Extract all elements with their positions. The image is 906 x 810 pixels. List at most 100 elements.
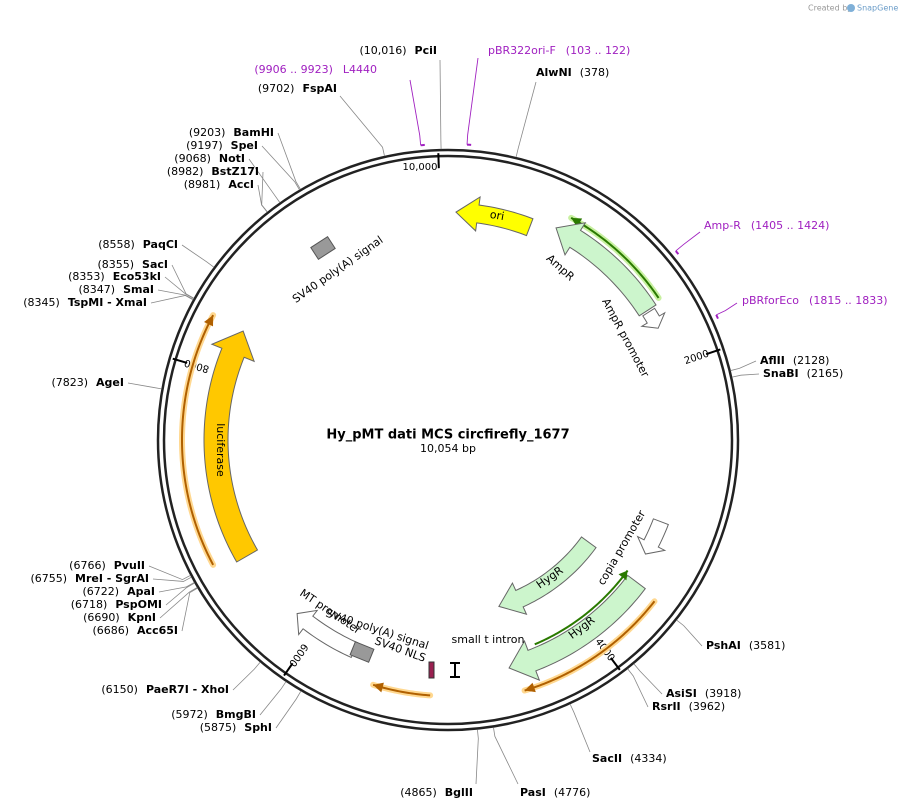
site-label: (6690) KpnI [83,611,156,624]
site-label: (6718) PspOMI [71,598,162,611]
primer-mark [715,314,719,320]
site-label: (8982) BstZ17I [167,165,259,178]
hygr-highlight-head [618,570,628,581]
site-leader [257,184,268,213]
site-position: (8347) [79,283,116,296]
site-leader [627,668,649,708]
site-position: (8353) [68,270,105,283]
site-name: PasI [520,786,546,799]
site-position: (9702) [258,82,295,95]
primer-name: pBRforEco [742,294,799,307]
site-position: (9197) [186,139,223,152]
site-leader [475,729,479,785]
site-name: SmaI [123,283,154,296]
site-name: PshAI [706,639,741,652]
feature-label: luciferase [214,423,227,477]
site-leader [569,703,591,753]
orange-highlight-head [524,682,536,693]
site-label: PasI (4776) [520,786,590,799]
site-label: (8558) PaqCI [98,238,178,251]
site-position: (8558) [98,238,135,251]
site-leader [152,576,192,582]
primer-label: pBR322ori-F (103 .. 122) [488,44,630,57]
site-label: (9197) SpeI [186,139,258,152]
feature-label: SV40 poly(A) signal [290,233,385,305]
backbone-outer [156,148,740,732]
site-name: SacI [142,258,168,271]
site-name: BglII [445,786,473,799]
site-name: PaqCI [143,238,178,251]
site-leader [164,276,194,299]
primer-mark [674,250,680,255]
site-leader [148,565,191,581]
site-name: FspAI [302,82,337,95]
site-leader [339,95,385,157]
site-label: (6766) PvuII [69,559,145,572]
site-name: SacII [592,752,622,765]
orange-highlight [524,600,656,692]
primer-leader [409,79,422,146]
tick-label: 2000 [683,349,711,367]
site-position: (3918) [705,687,742,700]
site-label: SnaBI (2165) [763,367,843,380]
ori-arrow [455,196,534,237]
hygr-highlight [534,569,629,646]
site-leader [676,619,703,647]
site-leader [181,244,215,268]
site-name: AlwNI [536,66,572,79]
primer-label: Amp-R (1405 .. 1424) [704,219,829,232]
site-position: (6150) [101,683,138,696]
luciferase-arrow [203,330,259,563]
site-position: (5972) [171,708,208,721]
site-label: AflII (2128) [760,354,829,367]
sv40-polya-box [349,641,375,663]
feature-label: small t intron [452,633,525,646]
site-leader [165,582,195,606]
site-leader [439,59,442,150]
map-length: 10,054 bp [420,442,476,455]
site-name: PciI [415,44,437,57]
ampr-highlight-head [571,217,583,228]
tick-mark [610,657,621,671]
primer-range: (103 .. 122) [566,44,631,57]
site-position: (6766) [69,559,106,572]
site-position: (4865) [400,786,437,799]
site-position: (6722) [83,585,120,598]
primer-leader [466,57,479,145]
site-leader [275,690,302,729]
tick-mark [437,153,440,169]
site-label: (7823) AgeI [51,376,124,389]
site-position: (9203) [189,126,226,139]
site-leader [150,295,194,304]
primer-name: Amp-R [704,219,741,232]
site-label: AsiSI (3918) [666,687,741,700]
site-name: MreI - SgrAI [75,572,149,585]
primer-label: (9906 .. 9923) L4440 [254,63,377,76]
site-position: (2128) [793,354,830,367]
site-name: SnaBI [763,367,799,380]
site-leader [277,132,301,190]
site-name: AflII [760,354,785,367]
site-position: (378) [580,66,610,79]
watermark-icon [847,4,855,12]
site-name: SphI [244,721,272,734]
site-leader [259,681,287,716]
site-position: (7823) [51,376,88,389]
small-t-intron-mark [450,662,460,678]
site-position: (6755) [30,572,67,585]
watermark-prefix: Created by [808,4,852,13]
feature-label: AmpR [544,252,577,284]
site-leader [730,360,757,371]
site-name: BamHI [233,126,274,139]
site-leader [515,81,537,158]
tick-label: 10,000 [403,162,438,173]
sv40-polya-box [310,235,336,261]
site-name: TspMI - XmaI [68,296,147,309]
primer-range: (1405 .. 1424) [751,219,830,232]
feature-label: ori [489,208,505,223]
map-title: Hy_pMT dati MCS circfirefly_1677 [326,428,569,443]
site-label: RsrII (3962) [652,700,725,713]
site-name: PspOMI [115,598,162,611]
orange-highlight-2-head [373,682,384,693]
